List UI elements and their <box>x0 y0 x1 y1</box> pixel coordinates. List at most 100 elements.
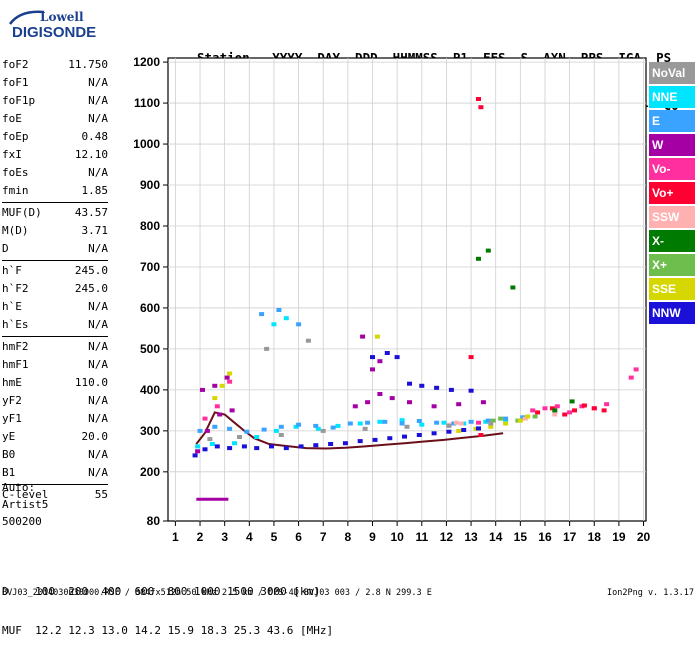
x-tick-label: 8 <box>345 530 352 544</box>
y-tick-label: 300 <box>140 424 160 438</box>
echo-point-vo- <box>628 375 634 380</box>
legend-item-w: W <box>649 134 695 156</box>
muf-value-row: MUF 12.2 12.3 13.0 14.2 15.9 18.3 25.3 4… <box>2 624 334 637</box>
param-row: h`F 245.0 <box>2 262 108 280</box>
x-tick-label: 10 <box>390 530 404 544</box>
echo-point-noval <box>320 428 326 433</box>
ionogram-plot: 1 2 3 4 5 6 7 8 9 10 11 12 13 14 15 16 17 18 19 20802003004… <box>133 55 651 544</box>
param-value: N/A <box>88 76 108 89</box>
echo-point-nnw <box>476 426 481 431</box>
chart-legend: NoVal NNE E W Vo- Vo+ SSW X- X+ SSE NNW <box>649 62 695 326</box>
echo-point-nnw <box>394 355 400 360</box>
param-name: hmF1 <box>2 358 29 371</box>
echo-point-w <box>389 396 395 401</box>
echo-point-nnw <box>254 446 260 451</box>
y-tick-label: 400 <box>140 383 160 397</box>
echo-point-noval <box>207 437 213 442</box>
echo-point-w <box>365 400 371 405</box>
param-name: foEp <box>2 130 29 143</box>
x-tick-label: 3 <box>221 530 228 544</box>
echo-point-x- <box>510 285 516 290</box>
param-name: yF2 <box>2 394 22 407</box>
echo-point-nnw <box>328 442 334 446</box>
echo-point-vo- <box>554 404 560 409</box>
x-tick-label: 11 <box>415 530 428 544</box>
param-name: foE <box>2 112 22 125</box>
param-name: h`F <box>2 264 22 277</box>
echo-point-nnw <box>298 444 304 449</box>
param-name: foF2 <box>2 58 29 71</box>
legend-item-sse: SSE <box>649 278 695 300</box>
echo-point-e <box>330 425 336 430</box>
x-tick-label: 2 <box>197 530 204 544</box>
y-tick-label: 700 <box>140 260 160 274</box>
echo-point-w <box>217 412 223 417</box>
echo-point-nnw <box>419 383 425 388</box>
plot-frame <box>167 57 647 522</box>
param-row: h`F2 245.0 <box>2 280 108 298</box>
echo-point-nnw <box>283 446 289 451</box>
param-row: foE N/A <box>2 110 108 128</box>
param-name: fxI <box>2 148 22 161</box>
echo-point-nnw <box>416 433 422 437</box>
echo-point-nne <box>335 423 341 428</box>
echo-point-e <box>399 421 405 426</box>
param-name: foF1p <box>2 94 36 107</box>
legend-item-nne: NNE <box>649 86 695 108</box>
y-tick-label: 500 <box>140 342 160 356</box>
echo-point-e <box>434 420 440 425</box>
echo-point-e <box>365 420 371 425</box>
echo-point-nne <box>271 322 277 327</box>
echo-point-e <box>296 422 302 427</box>
echo-point-vo- <box>478 105 484 110</box>
x-tick-label: 9 <box>369 530 376 544</box>
echo-point-nnw <box>461 428 467 432</box>
echo-point-nnw <box>269 444 274 449</box>
param-value: N/A <box>88 94 108 107</box>
echo-point-nnw <box>192 453 198 458</box>
echo-point-w <box>224 375 230 380</box>
echo-point-vo- <box>542 406 548 411</box>
echo-point-w <box>360 334 366 339</box>
echo-point-sse <box>525 414 531 419</box>
param-row: yF2 N/A <box>2 392 108 410</box>
echo-point-nne <box>419 422 425 427</box>
y-tick-label: 1200 <box>133 55 160 69</box>
echo-point-nnw <box>468 388 474 393</box>
echo-point-nnw <box>357 439 363 444</box>
echo-point-x- <box>498 416 504 421</box>
auto-line1: Auto: <box>2 481 36 494</box>
parameter-table: foF2 11.750 foF1 N/A foF1p N/A foE N/A foEp 0.48 f… <box>2 56 108 504</box>
muf-distance-row: D 100 200 400 600 800 1000 1500 3000 [km… <box>2 585 320 598</box>
param-row: D N/A <box>2 240 108 258</box>
echo-point-w <box>195 449 201 454</box>
param-name: yE <box>2 430 16 443</box>
echo-point-vo- <box>581 403 587 408</box>
echo-point-sse <box>227 371 233 376</box>
y-tick-label: 900 <box>140 178 160 192</box>
param-value: N/A <box>88 340 108 353</box>
param-value: 20.0 <box>81 430 109 443</box>
echo-point-vo- <box>591 406 597 411</box>
param-value: 55 <box>94 488 108 501</box>
y-tick-label: 800 <box>140 219 160 233</box>
param-name: foF1 <box>2 76 29 89</box>
echo-point-nne <box>293 424 299 429</box>
echo-point-e <box>347 421 353 426</box>
echo-point-sse <box>517 418 523 423</box>
echo-point-w <box>480 400 486 405</box>
echo-point-noval <box>264 346 270 351</box>
echo-point-w <box>431 404 437 409</box>
param-row: hmF2 N/A <box>2 338 108 356</box>
echo-point-x- <box>552 408 558 413</box>
echo-point-e <box>227 426 233 431</box>
x-tick-label: 20 <box>637 530 651 544</box>
echo-point-nne <box>357 421 363 426</box>
param-value: N/A <box>88 300 108 313</box>
param-name: h`F2 <box>2 282 29 295</box>
echo-point-w <box>377 392 383 396</box>
echo-point-vo- <box>478 433 484 437</box>
param-name: h`Es <box>2 318 29 331</box>
echo-point-vo- <box>604 402 610 407</box>
echo-point-nne <box>377 419 383 424</box>
